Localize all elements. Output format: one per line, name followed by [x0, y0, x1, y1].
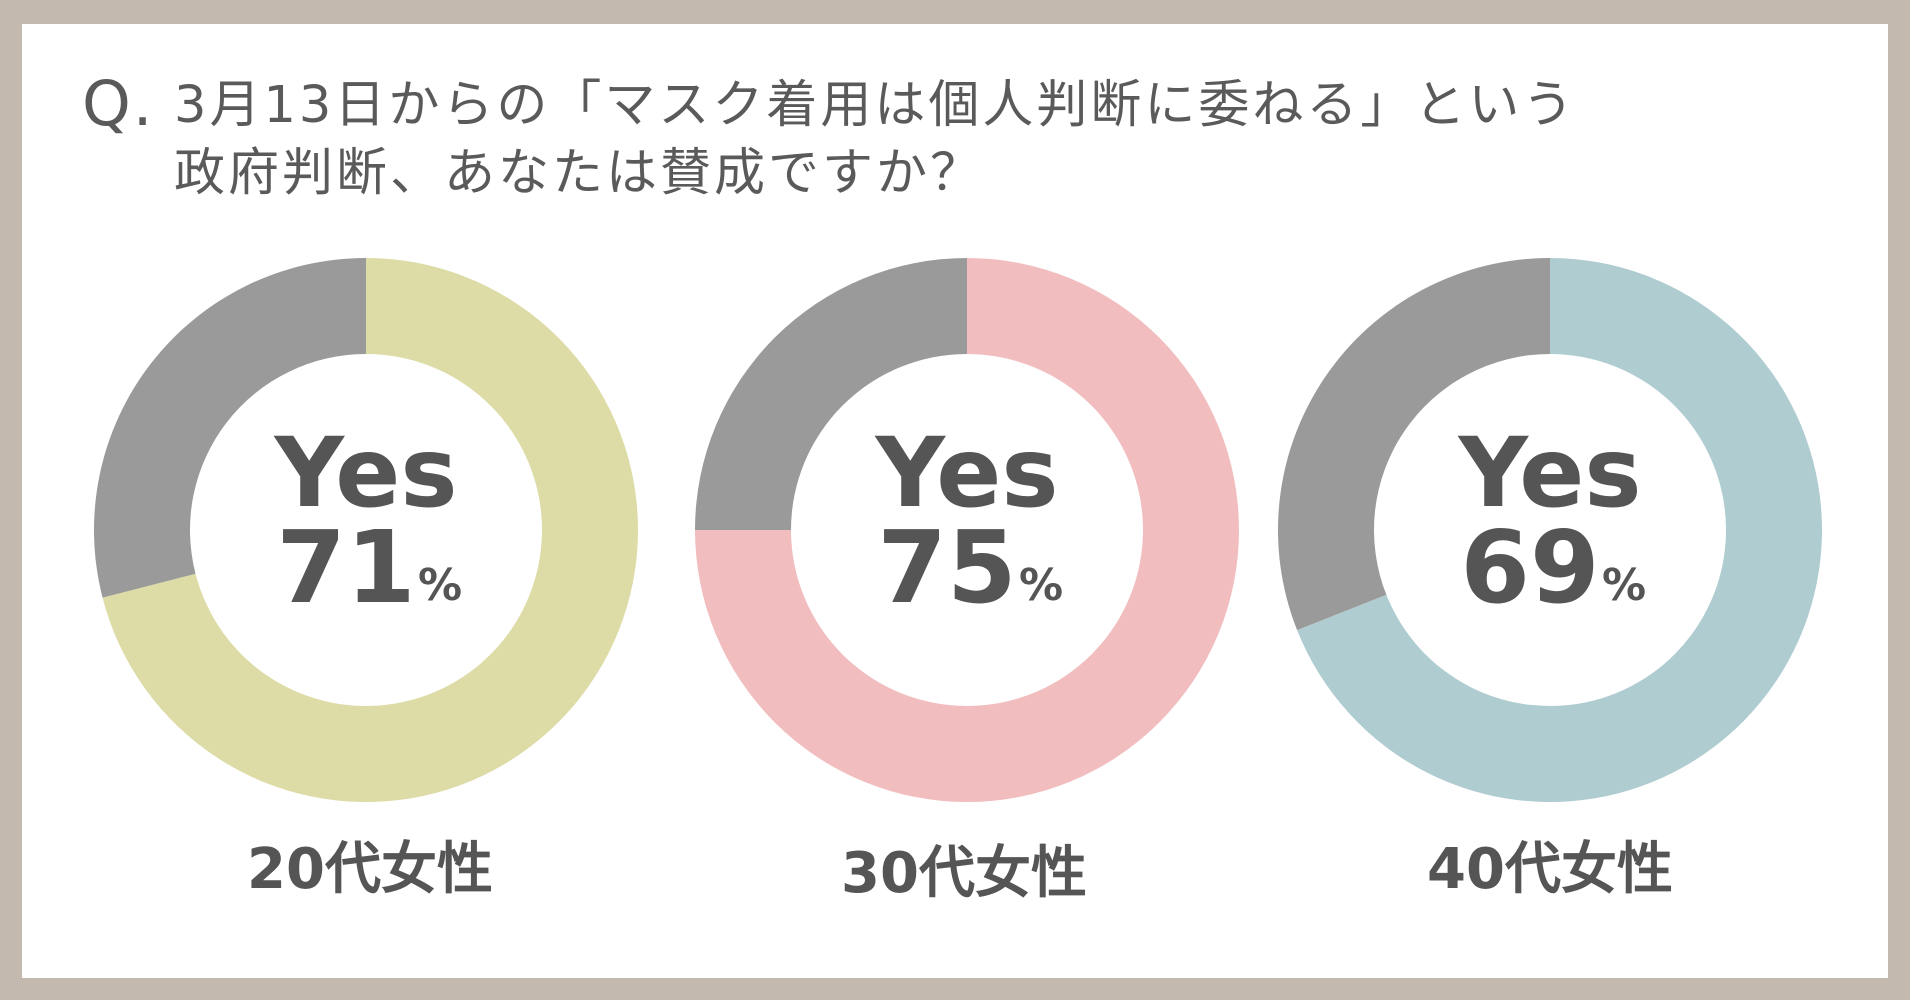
group-label-30s: 30代女性 [841, 841, 1087, 906]
slice-other-30s [695, 258, 967, 530]
center-label-40s: Yes [1458, 417, 1642, 529]
center-label-20s: Yes [274, 417, 458, 529]
center-value-30s: 75 [877, 509, 1016, 626]
slice-yes-40s [1297, 258, 1822, 802]
slice-yes-30s [695, 258, 1239, 802]
slice-other-40s [1277, 258, 1550, 631]
center-label-30s: Yes [875, 417, 1059, 529]
slice-other-20s [93, 258, 366, 598]
center-unit-20s: % [418, 560, 462, 611]
figure-frame: Q. 3月13日からの「マスク着用は個人判断に委ねる」という 政府判断、あなたは… [22, 24, 1888, 978]
center-value-40s: 69 [1460, 509, 1599, 626]
group-label-20s: 20代女性 [247, 837, 493, 902]
question-line-1: 3月13日からの「マスク着用は個人判断に委ねる」という [174, 76, 1577, 135]
center-unit-30s: % [1019, 560, 1063, 611]
center-unit-40s: % [1602, 560, 1646, 611]
donut-charts: Yes 71% Yes 75% Yes 69% 20代女性 30代女性 40代女性 [22, 24, 1888, 978]
center-value-20s: 71 [276, 509, 415, 626]
slice-yes-20s [102, 258, 638, 802]
question-mark: Q. [82, 67, 155, 140]
question-line-2: 政府判断、あなたは賛成ですか？ [174, 144, 985, 203]
group-label-40s: 40代女性 [1427, 837, 1673, 902]
